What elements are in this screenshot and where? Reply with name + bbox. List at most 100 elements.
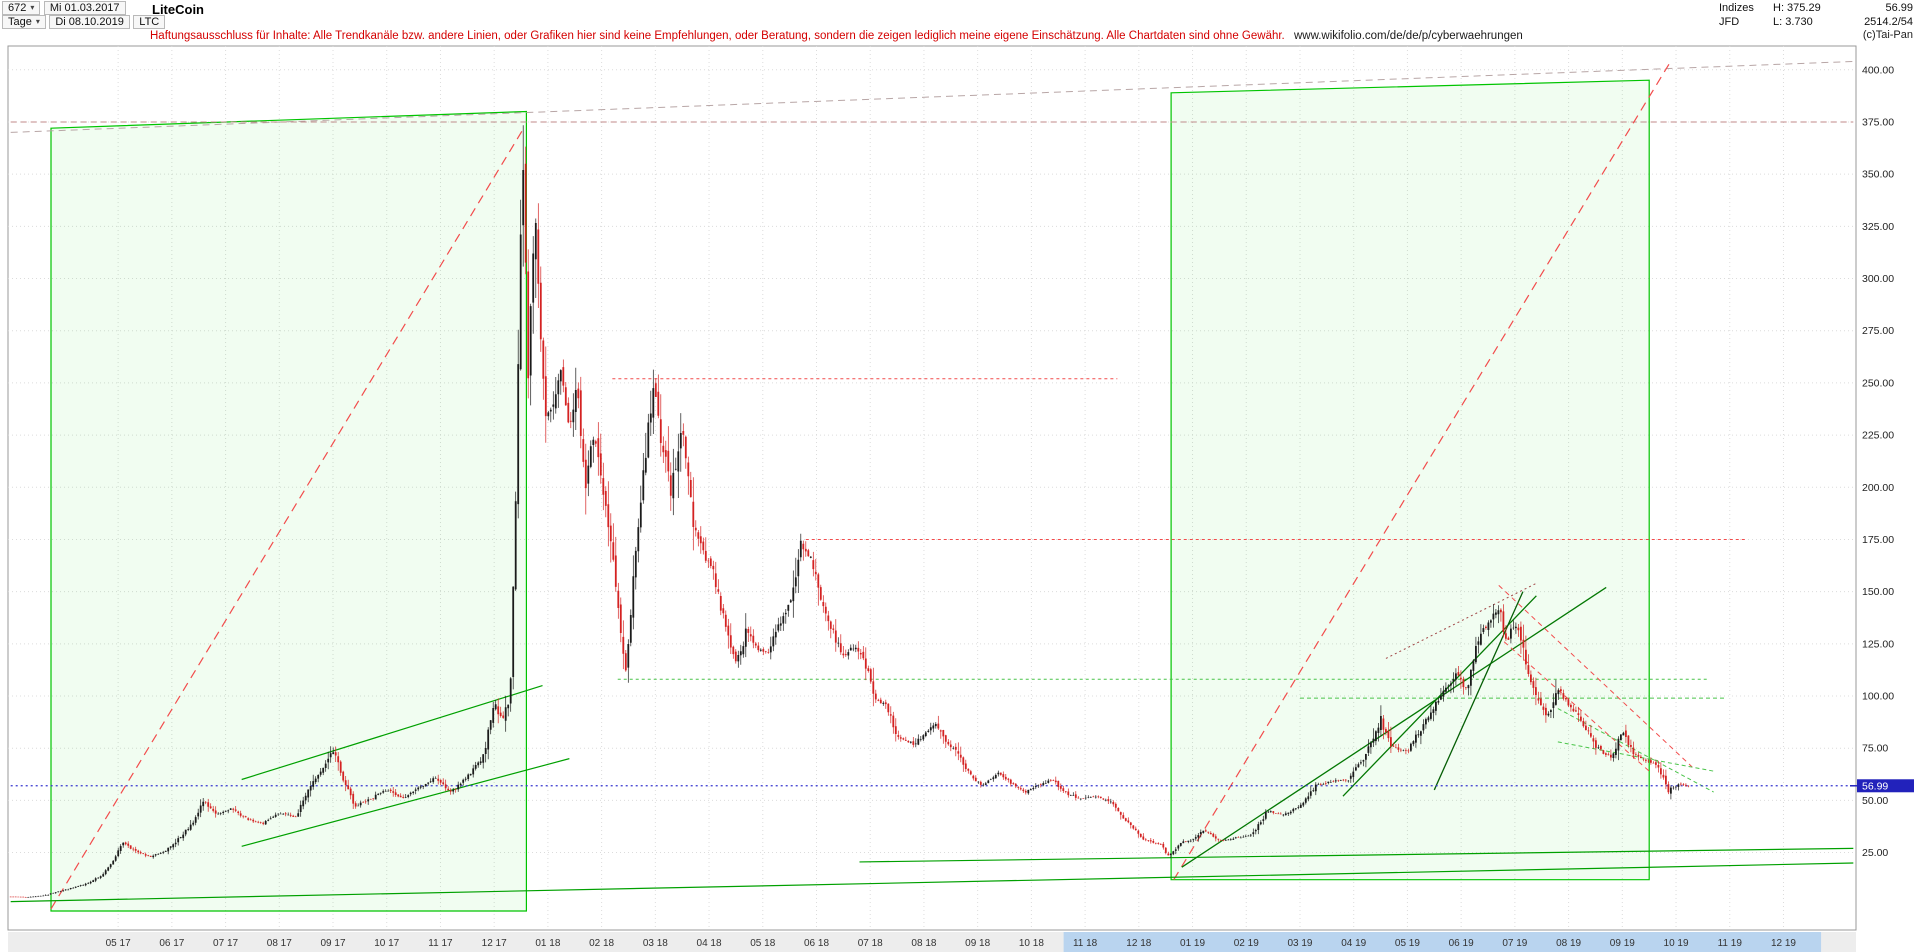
svg-text:04 19: 04 19 — [1341, 938, 1366, 949]
svg-text:200.00: 200.00 — [1862, 482, 1894, 494]
svg-text:08 18: 08 18 — [911, 938, 936, 949]
svg-text:400.00: 400.00 — [1862, 64, 1894, 76]
symbol-value: LTC — [139, 16, 160, 28]
svg-text:03 18: 03 18 — [643, 938, 668, 949]
svg-text:05 17: 05 17 — [106, 938, 131, 949]
svg-text:09 17: 09 17 — [320, 938, 345, 949]
channel-2017-lower — [241, 758, 570, 847]
svg-text:05 18: 05 18 — [750, 938, 775, 949]
end-date-field[interactable]: Di 08.10.2019 — [49, 15, 130, 29]
quote-info-row-2: JFD L: 3.730 2514.2/54 — [1719, 15, 1913, 29]
chevron-down-icon: ▾ — [30, 3, 35, 12]
x-axis-labels: 05 17 06 17 07 17 08 17 09 17 10 17 11 17 12 17… — [106, 938, 1797, 949]
trend-boxes — [50, 79, 1650, 912]
svg-text:09 18: 09 18 — [965, 938, 990, 949]
copyright-label: (c)Tai-Pan — [1862, 29, 1913, 41]
current-price-tag: 56.99 — [1850, 779, 1914, 793]
period-select[interactable]: Tage ▾ — [2, 15, 46, 29]
low-value: L: 3.730 — [1773, 16, 1813, 28]
candles — [9, 125, 1690, 898]
svg-text:12 17: 12 17 — [482, 938, 507, 949]
trend-box-2019 — [1170, 79, 1650, 881]
svg-text:02 19: 02 19 — [1234, 938, 1259, 949]
bars-count-value: 672 — [8, 2, 27, 14]
svg-text:275.00: 275.00 — [1862, 325, 1894, 337]
svg-text:01 19: 01 19 — [1180, 938, 1205, 949]
svg-text:08 19: 08 19 — [1556, 938, 1581, 949]
svg-text:02 18: 02 18 — [589, 938, 614, 949]
disclaimer-body: Haftungsausschluss für Inhalte: Alle Tre… — [150, 30, 1285, 42]
svg-text:09 19: 09 19 — [1610, 938, 1635, 949]
svg-text:125.00: 125.00 — [1862, 638, 1894, 650]
axis-highlight-band — [1063, 932, 1822, 952]
svg-text:225.00: 225.00 — [1862, 430, 1894, 442]
svg-text:100.00: 100.00 — [1862, 691, 1894, 703]
feed-label: JFD — [1719, 16, 1740, 28]
instrument-title: LiteCoin — [152, 2, 204, 17]
svg-text:375.00: 375.00 — [1862, 116, 1894, 128]
svg-text:300.00: 300.00 — [1862, 273, 1894, 285]
wikifolio-link[interactable]: www.wikifolio.com/de/de/p/cyberwaehrunge… — [1293, 30, 1523, 42]
uptrend-2019-long — [1181, 586, 1607, 868]
quote-info-row-1: Indizes H: 375.29 56.99 — [1719, 1, 1913, 15]
svg-text:07 17: 07 17 — [213, 938, 238, 949]
high-value: H: 375.29 — [1773, 2, 1821, 14]
svg-text:50.00: 50.00 — [1862, 795, 1888, 807]
red-uptrend-2019 — [1173, 61, 1672, 881]
svg-text:11 19: 11 19 — [1718, 938, 1743, 949]
svg-text:04 18: 04 18 — [697, 938, 722, 949]
svg-text:175.00: 175.00 — [1862, 534, 1894, 546]
start-date-value: Mi 01.03.2017 — [49, 2, 120, 14]
down-candle-bodies — [9, 163, 1690, 898]
svg-text:10 19: 10 19 — [1664, 938, 1689, 949]
svg-text:10 17: 10 17 — [374, 938, 399, 949]
bars-count-select[interactable]: 672 ▾ — [2, 1, 41, 15]
end-date-value: Di 08.10.2019 — [55, 16, 124, 28]
svg-text:06 18: 06 18 — [804, 938, 829, 949]
up-candle-bodies — [27, 170, 1680, 898]
svg-text:25.00: 25.00 — [1862, 847, 1888, 859]
wedge-2019-steep — [1433, 591, 1524, 791]
svg-text:12 18: 12 18 — [1126, 938, 1151, 949]
bottom-support-2018 — [859, 847, 1854, 863]
svg-text:07 19: 07 19 — [1502, 938, 1527, 949]
svg-text:05 19: 05 19 — [1395, 938, 1420, 949]
period-value: Tage — [8, 16, 32, 28]
svg-text:06 19: 06 19 — [1449, 938, 1474, 949]
toolbar-row-1: 672 ▾ Mi 01.03.2017 — [2, 1, 126, 19]
minor-darkred-dotted — [1385, 582, 1537, 659]
svg-text:06 17: 06 17 — [159, 938, 184, 949]
svg-text:07 18: 07 18 — [858, 938, 883, 949]
trend-box-2017 — [50, 110, 527, 912]
svg-text:10 18: 10 18 — [1019, 938, 1044, 949]
last-price-value: 56.99 — [1885, 2, 1913, 14]
source-label: Indizes — [1719, 2, 1754, 14]
quote-info-panel: Indizes H: 375.29 56.99 JFD L: 3.730 251… — [1719, 1, 1913, 29]
svg-text:75.00: 75.00 — [1862, 743, 1888, 755]
red-uptrend-2017 — [50, 127, 525, 910]
symbol-field[interactable]: LTC — [133, 15, 166, 29]
volume-value: 2514.2/54 — [1864, 16, 1913, 28]
chevron-down-icon: ▾ — [35, 17, 40, 26]
svg-text:11 18: 11 18 — [1073, 938, 1098, 949]
svg-text:01 18: 01 18 — [535, 938, 560, 949]
month-gridlines — [117, 46, 1784, 930]
y-axis-labels: 400.00 375.00 350.00 325.00 300.00 275.00 250.… — [1862, 64, 1894, 859]
svg-text:150.00: 150.00 — [1862, 586, 1894, 598]
svg-text:12 19: 12 19 — [1771, 938, 1796, 949]
svg-text:03 19: 03 19 — [1287, 938, 1312, 949]
channel-2017-upper — [241, 684, 543, 781]
disclaimer-text: Haftungsausschluss für Inhalte: Alle Tre… — [150, 30, 1523, 42]
svg-text:56.99: 56.99 — [1862, 780, 1888, 792]
svg-text:350.00: 350.00 — [1862, 169, 1894, 181]
trend-lines — [10, 60, 1854, 910]
svg-text:325.00: 325.00 — [1862, 221, 1894, 233]
long-term-upper-gray-dashed — [10, 60, 1854, 133]
svg-text:250.00: 250.00 — [1862, 377, 1894, 389]
bottom-support-long — [10, 862, 1854, 903]
start-date-field[interactable]: Mi 01.03.2017 — [43, 1, 126, 15]
svg-text:11 17: 11 17 — [428, 938, 453, 949]
downtrend-2019-green-2 — [1557, 741, 1714, 772]
